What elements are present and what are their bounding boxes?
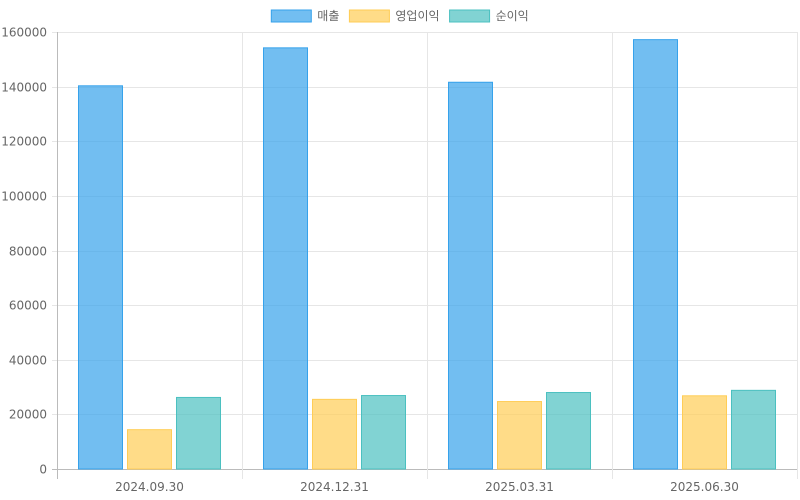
legend: 매출 영업이익 순이익: [270, 9, 529, 23]
bar-net-income[interactable]: [176, 396, 221, 470]
y-tick-label: 160000: [1, 26, 47, 40]
x-tick-label: 2024.12.31: [300, 480, 369, 494]
y-tick-label: 140000: [1, 81, 47, 95]
bar-operating-profit[interactable]: [497, 401, 542, 470]
y-tick-label: 0: [39, 463, 47, 477]
y-tick-label: 20000: [9, 408, 47, 422]
legend-item-operating-profit[interactable]: 영업이익: [348, 9, 440, 23]
legend-label: 순이익: [496, 9, 529, 23]
y-tick-labels: 0 20000 40000 60000 80000 100000 120000 140000 1…: [1, 26, 47, 477]
grid-lines: [52, 32, 798, 479]
bar-operating-profit[interactable]: [127, 429, 172, 470]
bar-operating-profit[interactable]: [682, 395, 727, 470]
x-tick-label: 2025.03.31: [485, 480, 554, 494]
bar-revenue[interactable]: [633, 39, 678, 470]
bar-net-income[interactable]: [361, 395, 406, 470]
y-tick-label: 120000: [1, 135, 47, 149]
x-tick-label: 2025.06.30: [670, 480, 739, 494]
x-tick-labels: 2024.09.30 2024.12.31 2025.03.31 2025.06.30: [115, 480, 739, 494]
y-tick-label: 60000: [9, 299, 47, 313]
x-tick-label: 2024.09.30: [115, 480, 184, 494]
y-tick-label: 40000: [9, 354, 47, 368]
legend-item-net-income[interactable]: 순이익: [449, 9, 529, 23]
bar-operating-profit[interactable]: [312, 398, 357, 470]
bars: [78, 39, 776, 470]
legend-swatch: [449, 9, 491, 23]
bar-revenue[interactable]: [448, 81, 493, 470]
legend-item-revenue[interactable]: 매출: [270, 9, 339, 23]
bar-net-income[interactable]: [731, 389, 776, 470]
legend-label: 영업이익: [395, 9, 439, 23]
legend-swatch: [348, 9, 390, 23]
bar-revenue[interactable]: [263, 47, 308, 470]
legend-label: 매출: [317, 9, 339, 23]
y-tick-label: 100000: [1, 190, 47, 204]
bar-net-income[interactable]: [546, 392, 591, 470]
legend-swatch: [270, 9, 312, 23]
bar-revenue[interactable]: [78, 85, 123, 470]
y-tick-label: 80000: [9, 245, 47, 259]
